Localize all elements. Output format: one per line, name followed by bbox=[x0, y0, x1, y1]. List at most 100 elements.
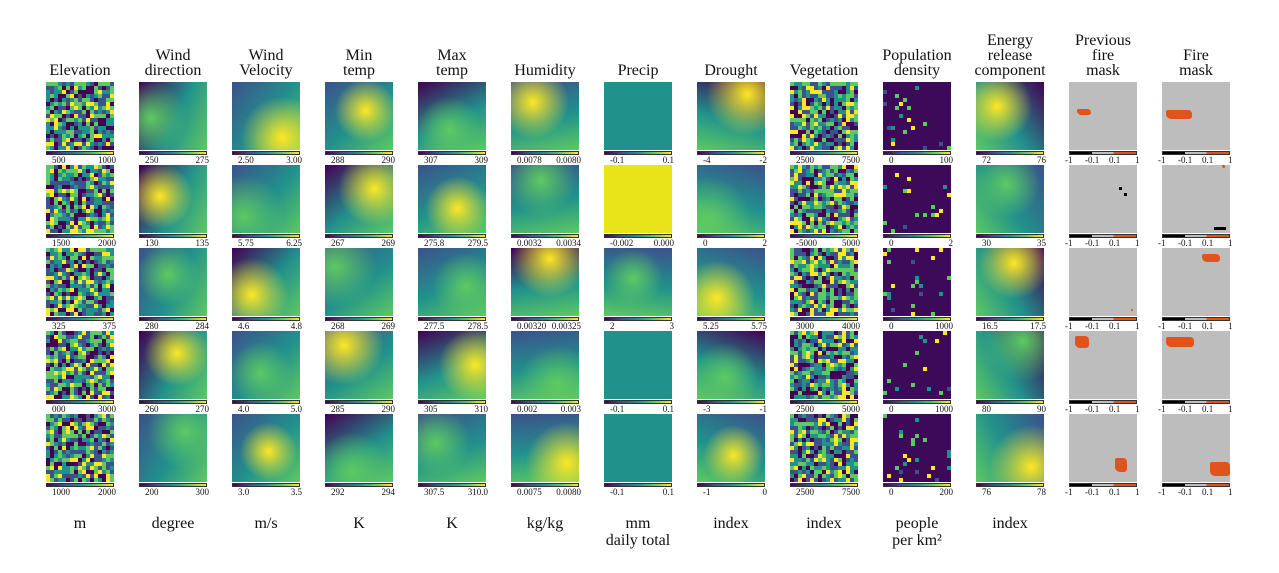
tick-label: 76 bbox=[982, 487, 991, 497]
tick-label: 5000 bbox=[842, 404, 860, 414]
fire-patch bbox=[1202, 254, 1220, 262]
colorbar bbox=[604, 317, 672, 321]
colorbar-ticks: 0.0075 0.0080 bbox=[505, 487, 585, 498]
colorbar-ticks: -3 -1 bbox=[691, 404, 771, 415]
colorbar-ticks: -1 0 bbox=[691, 487, 771, 498]
column-title-population-density: Population density bbox=[861, 0, 973, 79]
colorbar-ticks: 4.6 4.8 bbox=[226, 321, 306, 332]
map-tile-wind-direction-row-1 bbox=[139, 82, 207, 150]
colorbar bbox=[883, 317, 951, 321]
tick-label: 1000 bbox=[52, 487, 70, 497]
column-unit-wind-direction: degree bbox=[117, 515, 229, 532]
colorbar bbox=[883, 400, 951, 404]
tick-label: 290 bbox=[381, 155, 396, 165]
tick-label: 0.00320 bbox=[517, 321, 547, 331]
column-title-line: Fire bbox=[1183, 47, 1209, 64]
colorbar-ticks: 200 300 bbox=[133, 487, 213, 498]
colorbar bbox=[1162, 151, 1230, 155]
colorbar-ticks: 4.0 5.0 bbox=[226, 404, 306, 415]
colorbar-ticks: -5000 5000 bbox=[784, 238, 864, 249]
map-tile-min-temp-row-2 bbox=[325, 165, 393, 233]
colorbar bbox=[418, 151, 486, 155]
column-title-line: temp bbox=[343, 62, 375, 79]
colorbar bbox=[790, 317, 858, 321]
map-tile-previous-fire-mask-row-3 bbox=[1069, 248, 1137, 316]
tick-label: 2000 bbox=[98, 238, 116, 248]
fire-patch bbox=[1166, 110, 1192, 119]
colorbar bbox=[1162, 234, 1230, 238]
colorbar bbox=[604, 234, 672, 238]
tick-label: 5.75 bbox=[751, 321, 767, 331]
colorbar-ticks: 292 294 bbox=[319, 487, 399, 498]
texture-map bbox=[790, 248, 858, 316]
colorbar bbox=[232, 400, 300, 404]
colorbar-ticks: -1 -0.1 0.1 1 bbox=[1156, 321, 1236, 332]
colorbar-ticks: -1 -0.1 0.1 1 bbox=[1063, 155, 1143, 166]
tick-label: 3.00 bbox=[286, 155, 302, 165]
map-tile-wind-direction-row-4 bbox=[139, 331, 207, 399]
tick-label: 72 bbox=[982, 155, 991, 165]
colorbar bbox=[511, 400, 579, 404]
column-title-line: Velocity bbox=[239, 62, 293, 79]
colorbar bbox=[139, 234, 207, 238]
tick-label: 78 bbox=[1037, 487, 1046, 497]
colorbar bbox=[604, 151, 672, 155]
fire-patch bbox=[1075, 336, 1089, 348]
colorbar bbox=[697, 234, 765, 238]
tick-label: 0.0032 bbox=[517, 238, 542, 248]
tick-label: 0.0080 bbox=[556, 487, 581, 497]
tick-label: 35 bbox=[1037, 238, 1046, 248]
tick-label: 1000 bbox=[98, 155, 116, 165]
tick-label: -1 bbox=[1158, 321, 1166, 331]
texture-map bbox=[883, 82, 951, 150]
tick-label: 5.25 bbox=[703, 321, 719, 331]
column-unit-line: K bbox=[446, 515, 458, 532]
tick-label: 1 bbox=[1135, 404, 1140, 414]
tick-label: 0.1 bbox=[1109, 155, 1121, 165]
tick-label: 307 bbox=[424, 155, 438, 165]
tick-label: -0.1 bbox=[1085, 155, 1100, 165]
colorbar bbox=[325, 483, 393, 487]
colorbar bbox=[418, 483, 486, 487]
tick-label: 2500 bbox=[796, 487, 814, 497]
colorbar bbox=[883, 151, 951, 155]
column-unit-min-temp: K bbox=[303, 515, 415, 532]
colorbar-ticks: 280 284 bbox=[133, 321, 213, 332]
column-title-line: Drought bbox=[704, 62, 758, 79]
map-tile-humidity-row-2 bbox=[511, 165, 579, 233]
tick-label: 307.5 bbox=[424, 487, 445, 497]
tick-label: 288 bbox=[331, 155, 345, 165]
fire-patch bbox=[1210, 462, 1230, 476]
texture-map bbox=[790, 82, 858, 150]
colorbar-ticks: 76 78 bbox=[970, 487, 1050, 498]
tick-label: 0.1 bbox=[1109, 238, 1121, 248]
map-tile-elevation-row-3 bbox=[46, 248, 114, 316]
map-tile-precip-row-3 bbox=[604, 248, 672, 316]
tick-label: 278.5 bbox=[467, 321, 488, 331]
colorbar-ticks: 1000 2000 bbox=[40, 487, 120, 498]
colorbar-ticks: 16.5 17.5 bbox=[970, 321, 1050, 332]
tick-label: 1000 bbox=[935, 321, 953, 331]
no-data-point bbox=[1119, 187, 1122, 190]
colorbar-ticks: 0.002 0.003 bbox=[505, 404, 585, 415]
map-tile-fire-mask-row-2 bbox=[1162, 165, 1230, 233]
colorbar-ticks: 5.25 5.75 bbox=[691, 321, 771, 332]
colorbar-ticks: 0 100 bbox=[877, 155, 957, 166]
tick-label: 0.1 bbox=[1202, 487, 1214, 497]
tick-label: -1 bbox=[1065, 321, 1073, 331]
map-tile-fire-mask-row-4 bbox=[1162, 331, 1230, 399]
tick-label: 0.0034 bbox=[556, 238, 581, 248]
map-tile-precip-row-1 bbox=[604, 82, 672, 150]
colorbar-ticks: 2500 5000 bbox=[784, 404, 864, 415]
colorbar bbox=[1162, 317, 1230, 321]
tick-label: -1 bbox=[759, 404, 768, 414]
tick-label: 260 bbox=[145, 404, 159, 414]
colorbar-ticks: 000 3000 bbox=[40, 404, 120, 415]
fire-patch bbox=[1077, 109, 1091, 115]
map-tile-min-temp-row-5 bbox=[325, 414, 393, 482]
tick-label: 17.5 bbox=[1030, 321, 1046, 331]
texture-map bbox=[46, 82, 114, 150]
colorbar bbox=[46, 151, 114, 155]
